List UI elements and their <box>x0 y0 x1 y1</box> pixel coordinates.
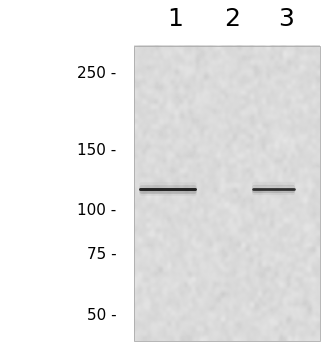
Text: 50 -: 50 - <box>87 308 116 323</box>
Text: 3: 3 <box>278 7 294 31</box>
Text: 2: 2 <box>224 7 241 31</box>
Text: 150 -: 150 - <box>77 143 116 157</box>
Text: 250 -: 250 - <box>77 66 116 81</box>
Text: 100 -: 100 - <box>77 203 116 219</box>
Text: 75 -: 75 - <box>87 247 116 262</box>
Text: 1: 1 <box>167 7 183 31</box>
Bar <box>134 46 320 341</box>
